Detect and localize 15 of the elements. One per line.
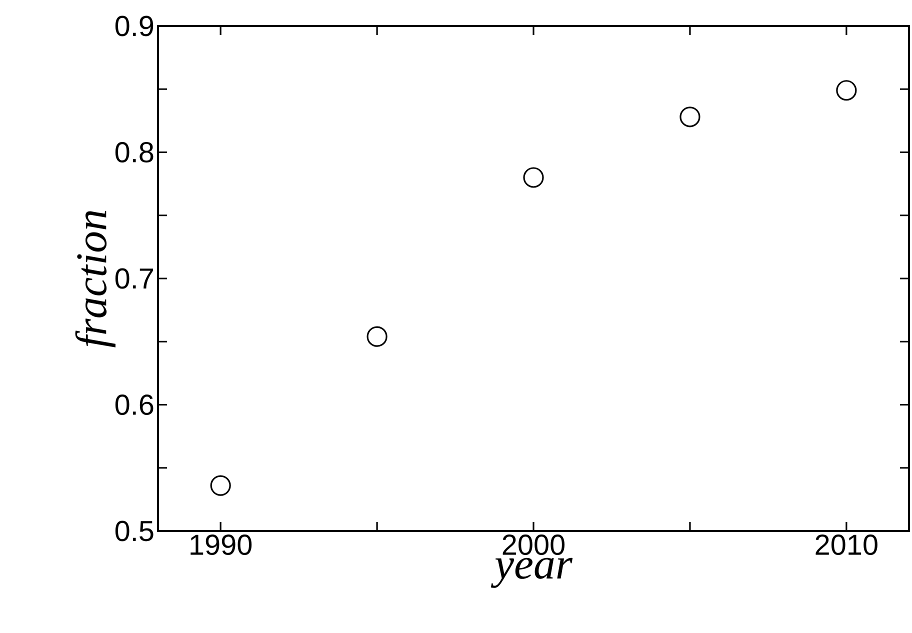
x-tick-label: 2000 [502,534,564,555]
x-tick-label: 1990 [190,534,252,555]
y-axis-title: fraction [75,210,116,348]
y-tick-label: 0.5 [115,520,154,542]
y-tick-label: 0.7 [115,268,154,289]
point [366,326,388,347]
point [836,80,857,101]
y-tick-label: 0.9 [115,16,154,36]
y-tick-label: 0.8 [115,142,154,162]
x-tick-label: 2010 [816,534,878,555]
point [680,106,700,128]
point [210,475,231,496]
point [523,167,544,188]
y-tick-label: 0.6 [115,394,154,415]
x-axis-title: year [490,558,573,588]
